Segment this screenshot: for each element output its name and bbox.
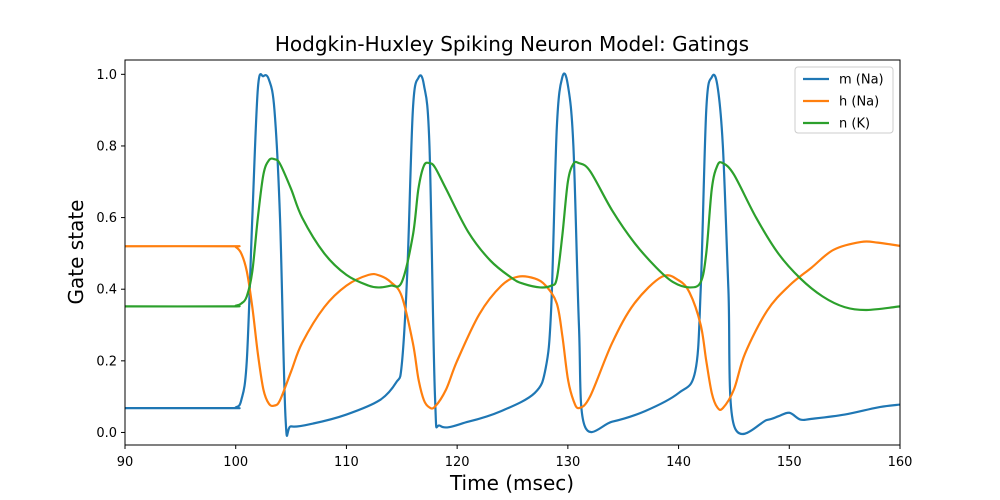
y-tick-label: 0.4 (96, 283, 117, 298)
legend-box (794, 66, 894, 134)
plot-area (124, 59, 901, 446)
y-tick-label: 0.2 (96, 354, 117, 369)
series-line-n-k (125, 157, 900, 312)
plot-frame (124, 59, 901, 446)
y-tick-label: 0.8 (96, 139, 117, 154)
x-tick-label: 150 (777, 455, 802, 470)
x-tick-label: 100 (223, 455, 248, 470)
legend-label: m (Na) (839, 73, 884, 88)
x-tick-label: 90 (117, 455, 134, 470)
series-line-m-na (125, 72, 900, 437)
y-tick-label: 0.6 (96, 211, 117, 226)
legend-label: n (K) (839, 117, 870, 132)
x-tick-label: 140 (666, 455, 691, 470)
x-tick-label: 120 (445, 455, 470, 470)
y-tick-label: 1.0 (96, 68, 117, 83)
y-tick-label: 0.0 (96, 426, 117, 441)
chart-title: Hodgkin-Huxley Spiking Neuron Model: Gat… (275, 32, 749, 56)
legend-label: h (Na) (839, 95, 879, 110)
y-axis: 0.0 0.2 0.4 0.6 0.8 1.0 (96, 68, 125, 441)
series-line-h-na (125, 240, 900, 411)
x-tick-label: 110 (334, 455, 359, 470)
x-tick-label: 160 (888, 455, 913, 470)
x-axis-title: Time (msec) (449, 471, 574, 495)
x-axis: 90 100 110 120 130 140 150 160 (117, 445, 913, 470)
legend: m (Na) h (Na) n (K) (794, 66, 894, 134)
x-tick-label: 130 (555, 455, 580, 470)
series-layer (125, 72, 900, 437)
y-axis-title: Gate state (64, 200, 88, 305)
